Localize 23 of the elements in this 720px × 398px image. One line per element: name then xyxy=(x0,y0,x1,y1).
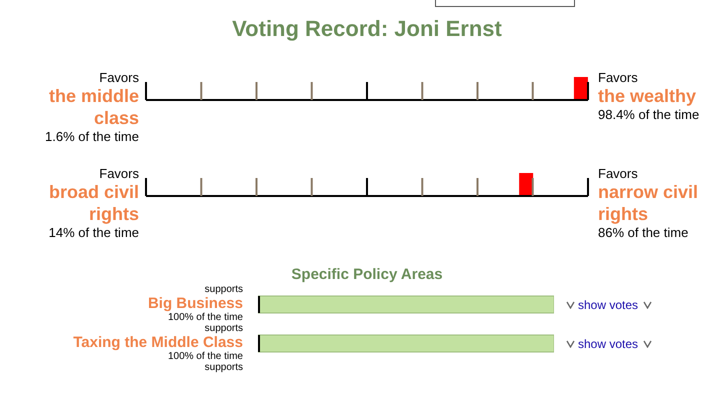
y-tick-label: Taxing the Middle Class xyxy=(73,334,243,351)
text: the wealthy xyxy=(598,86,696,106)
y-tick-label: Big Business xyxy=(148,295,243,312)
text: supports xyxy=(204,323,243,334)
text: Favors xyxy=(598,166,638,181)
text: the middle class xyxy=(48,86,139,128)
text: broad civil rights xyxy=(48,182,139,224)
data-label: 100% of the time xyxy=(166,351,243,362)
text: show votes xyxy=(578,337,638,351)
data-label: 86% of the time xyxy=(598,225,688,240)
text: supports xyxy=(204,284,243,295)
text: narrow civil rights xyxy=(598,182,698,224)
text: Favors xyxy=(99,70,139,85)
chart-title: Specific Policy Areas xyxy=(290,266,444,283)
text: show votes xyxy=(578,298,638,312)
text: Favors xyxy=(99,166,139,181)
text: 1.6% of the time xyxy=(45,129,139,144)
text: Voting Record: Joni Ernst xyxy=(231,16,503,42)
text: Favors xyxy=(598,70,638,85)
text: supports xyxy=(204,362,243,373)
data-label: 100% of the time xyxy=(166,312,243,323)
text: 14% of the time xyxy=(48,225,139,240)
data-label: 98.4% of the time xyxy=(598,107,700,122)
